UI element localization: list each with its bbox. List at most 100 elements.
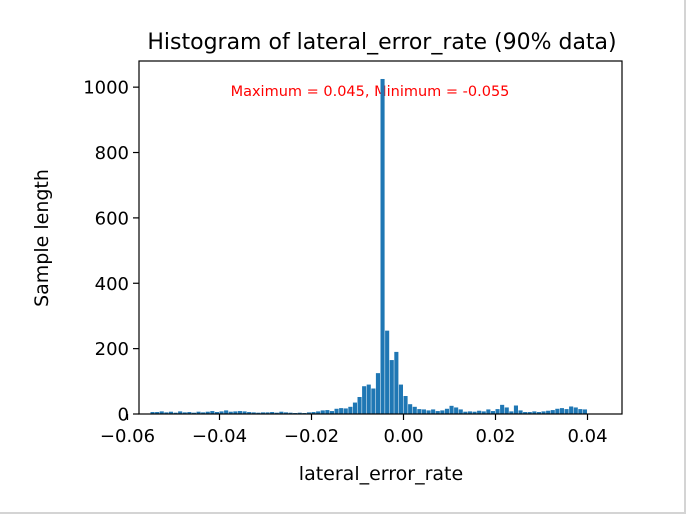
histogram-bar xyxy=(559,408,564,414)
histogram-bar xyxy=(477,410,482,414)
histogram-bar xyxy=(311,412,316,414)
peak-annotation: Maximum = 0.045, Minimum = -0.055 xyxy=(231,84,510,100)
histogram-bar xyxy=(228,411,233,414)
histogram-bar xyxy=(265,412,270,414)
histogram-bar xyxy=(233,411,238,414)
histogram-bar xyxy=(196,411,201,414)
histogram-bar xyxy=(394,351,399,414)
histogram-bar xyxy=(380,78,385,414)
histogram-bar xyxy=(490,411,495,414)
histogram-bar xyxy=(440,410,445,414)
histogram-bar xyxy=(334,408,339,414)
y-axis-label: Sample length xyxy=(31,169,53,307)
histogram-bar xyxy=(348,406,353,414)
y-tick-label: 600 xyxy=(95,208,129,229)
histogram-bar xyxy=(320,410,325,414)
histogram-bar xyxy=(178,411,183,414)
histogram-bar xyxy=(366,384,371,414)
histogram-bar xyxy=(573,407,578,414)
histogram-bar xyxy=(201,412,206,414)
histogram-bar xyxy=(509,411,514,414)
histogram-bar xyxy=(155,412,160,414)
histogram-bar xyxy=(449,405,454,414)
histogram-bar xyxy=(283,412,288,414)
histogram-bar xyxy=(256,412,261,414)
histogram-bar xyxy=(481,411,486,414)
x-axis-label: lateral_error_rate xyxy=(299,463,463,485)
histogram-bar xyxy=(513,405,518,414)
histogram-bar xyxy=(403,396,408,414)
histogram-bar xyxy=(523,412,528,414)
histogram-bar xyxy=(339,408,344,414)
histogram-bar xyxy=(454,407,459,414)
x-axis-ticks: −0.06 −0.04 −0.02 0.00 0.02 0.04 xyxy=(100,414,608,447)
x-tick-label: −0.06 xyxy=(100,426,155,447)
histogram-bar xyxy=(270,412,275,414)
histogram-bar xyxy=(546,410,551,414)
histogram-bar xyxy=(412,406,417,414)
histogram-bar xyxy=(495,409,500,414)
y-tick-label: 400 xyxy=(95,274,129,295)
histogram-bar xyxy=(398,384,403,414)
histogram-bar xyxy=(242,411,247,414)
y-tick-label: 0 xyxy=(118,405,129,426)
histogram-bar xyxy=(297,412,302,414)
y-tick-label: 1000 xyxy=(83,78,129,99)
histogram-bar xyxy=(325,410,330,414)
histogram-bar xyxy=(164,412,169,414)
histogram-bar xyxy=(329,411,334,414)
histogram-bar xyxy=(463,411,468,414)
histogram-bar xyxy=(316,411,321,414)
chart-title: Histogram of lateral_error_rate (90% dat… xyxy=(147,30,616,55)
histogram-bars xyxy=(150,78,587,414)
histogram-bar xyxy=(578,409,583,414)
histogram-bar xyxy=(371,388,376,414)
histogram-bar xyxy=(219,411,224,414)
x-tick-label: 0.04 xyxy=(567,426,607,447)
histogram-bar xyxy=(500,404,505,414)
histogram-bar xyxy=(389,360,394,414)
x-tick-label: 0.00 xyxy=(383,426,423,447)
plot-area-frame xyxy=(138,60,623,415)
histogram-bar xyxy=(288,412,293,414)
histogram-bar xyxy=(550,410,555,414)
histogram-bar xyxy=(224,410,229,414)
histogram-bar xyxy=(362,386,367,414)
histogram-bar xyxy=(191,412,196,414)
histogram-bar xyxy=(385,330,390,414)
histogram-bar xyxy=(408,404,413,414)
histogram-bar xyxy=(541,411,546,414)
histogram-bar xyxy=(504,407,509,414)
x-tick-label: −0.02 xyxy=(284,426,339,447)
histogram-bar xyxy=(343,408,348,414)
histogram-bar xyxy=(582,409,587,414)
histogram-bar xyxy=(527,412,532,414)
histogram-bar xyxy=(555,408,560,414)
histogram-bar xyxy=(472,411,477,414)
histogram-bar xyxy=(173,412,178,414)
histogram-bar xyxy=(150,412,155,414)
histogram-bar xyxy=(168,411,173,414)
histogram-bar xyxy=(375,373,380,414)
histogram-bar xyxy=(569,406,574,414)
histogram-bar xyxy=(182,412,187,414)
histogram-bar xyxy=(431,409,436,414)
histogram-bar xyxy=(435,411,440,414)
histogram-bar xyxy=(536,412,541,414)
histogram-bar xyxy=(205,411,210,414)
histogram-bar xyxy=(417,409,422,414)
histogram-bar xyxy=(564,409,569,414)
histogram-bar xyxy=(458,409,463,414)
y-tick-label: 200 xyxy=(95,339,129,360)
histogram-bar xyxy=(357,397,362,414)
histogram-bar xyxy=(214,412,219,414)
histogram-bar xyxy=(247,412,252,414)
histogram-bar xyxy=(426,410,431,414)
histogram-bar xyxy=(467,411,472,414)
histogram-bar xyxy=(210,411,215,414)
x-tick-label: −0.04 xyxy=(192,426,247,447)
histogram-bar xyxy=(279,411,284,414)
x-tick-label: 0.02 xyxy=(475,426,515,447)
